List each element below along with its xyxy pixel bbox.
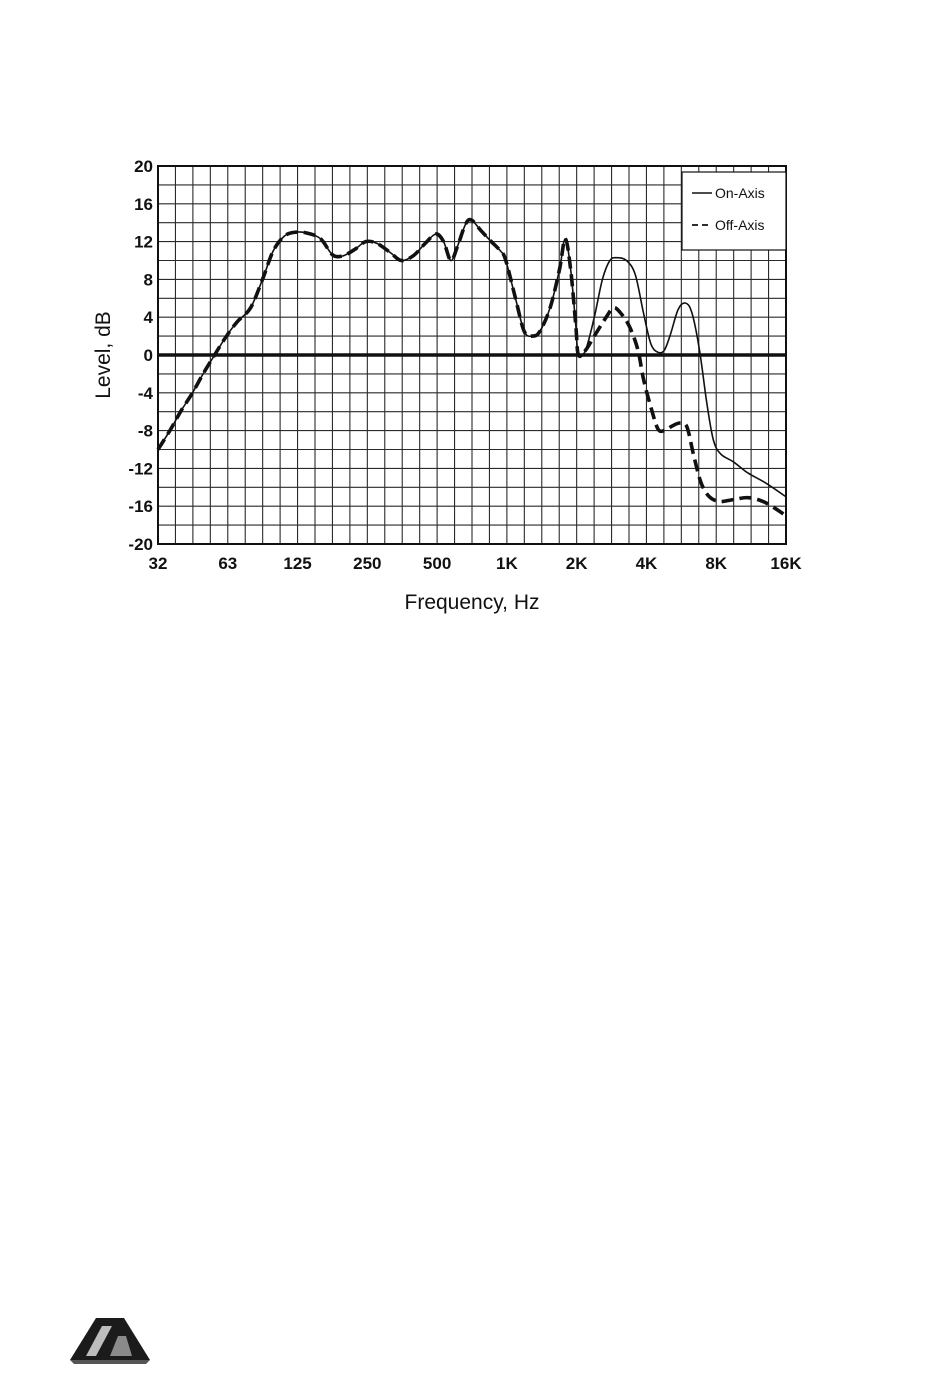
y-tick-label: 4 <box>144 308 154 327</box>
legend: On-Axis Off-Axis <box>681 171 787 251</box>
x-tick-label: 1K <box>496 554 518 573</box>
x-tick-label: 4K <box>636 554 658 573</box>
plot-border <box>157 165 787 545</box>
y-tick-label: -4 <box>138 384 154 403</box>
x-tick-label: 250 <box>353 554 381 573</box>
x-tick-label: 500 <box>423 554 451 573</box>
y-tick-label: 8 <box>144 270 153 289</box>
y-tick-label: -20 <box>128 535 153 554</box>
x-tick-label: 32 <box>149 554 168 573</box>
x-tick-labels: 32 63 125 250 500 1K 2K 4K 8K 16K <box>149 554 803 573</box>
x-tick-label: 63 <box>218 554 237 573</box>
y-tick-label: -8 <box>138 422 153 441</box>
legend-box <box>681 171 787 251</box>
legend-label-on-axis: On-Axis <box>715 185 765 201</box>
series-line-off-axis <box>156 217 787 518</box>
x-tick-label: 125 <box>283 554 311 573</box>
x-tick-label: 2K <box>566 554 588 573</box>
x-axis-label: Frequency, Hz <box>405 591 540 614</box>
y-tick-label: -12 <box>128 459 153 478</box>
y-tick-label: 12 <box>134 233 153 252</box>
y-axis-label: Level, dB <box>92 311 115 399</box>
y-tick-labels: 20 16 12 8 4 0 -4 -8 -12 -16 -20 <box>128 157 153 554</box>
y-tick-label: -16 <box>128 497 153 516</box>
y-tick-label: 16 <box>134 195 153 214</box>
y-tick-label: 0 <box>144 346 153 365</box>
legend-label-off-axis: Off-Axis <box>715 217 765 233</box>
x-tick-label: 16K <box>770 554 802 573</box>
series-layer <box>156 217 787 518</box>
y-tick-label: 20 <box>134 157 153 176</box>
x-tick-label: 8K <box>705 554 727 573</box>
publisher-logo-icon <box>70 1318 150 1364</box>
